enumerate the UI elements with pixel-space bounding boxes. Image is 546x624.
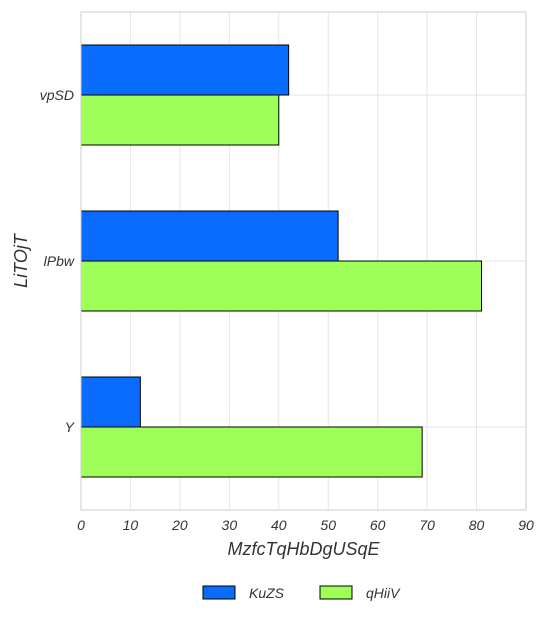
x-tick-label: 10 xyxy=(123,517,139,533)
bar-kuzs-2 xyxy=(80,376,141,428)
bar-qhiiv-2 xyxy=(80,426,423,478)
y-tick-labels: vpSD lPbw Y xyxy=(40,87,76,435)
x-tick-label: 30 xyxy=(222,517,238,533)
bar-qhiiv-0 xyxy=(80,94,280,146)
x-tick-label: 70 xyxy=(419,517,435,533)
legend: KuZS qHiiV xyxy=(202,585,401,601)
legend-swatch-qhiiv xyxy=(319,585,353,600)
legend-label-qhiiv: qHiiV xyxy=(366,585,401,601)
y-axis-title: LiTOjT xyxy=(11,232,31,288)
x-tick-label: 0 xyxy=(77,517,85,533)
y-tick-label: Y xyxy=(65,419,76,435)
x-tick-label: 60 xyxy=(370,517,386,533)
x-tick-label: 90 xyxy=(518,517,534,533)
y-tick-label: vpSD xyxy=(40,87,74,103)
x-axis-title: MzfcTqHbDgUSqE xyxy=(227,539,380,559)
x-tick-label: 50 xyxy=(320,517,336,533)
y-tick-label: lPbw xyxy=(44,253,75,269)
plot-frame xyxy=(80,11,527,511)
bars xyxy=(80,44,482,478)
bar-qhiiv-1 xyxy=(80,260,482,312)
x-tick-labels: 0 10 20 30 40 50 60 70 80 90 xyxy=(77,517,534,533)
legend-label-kuzs: KuZS xyxy=(249,585,285,601)
x-tick-label: 20 xyxy=(171,517,188,533)
x-tick-label: 80 xyxy=(469,517,485,533)
legend-swatch-kuzs xyxy=(202,585,236,600)
x-tick-label: 40 xyxy=(271,517,287,533)
bar-kuzs-0 xyxy=(80,44,290,96)
bar-kuzs-1 xyxy=(80,210,339,262)
